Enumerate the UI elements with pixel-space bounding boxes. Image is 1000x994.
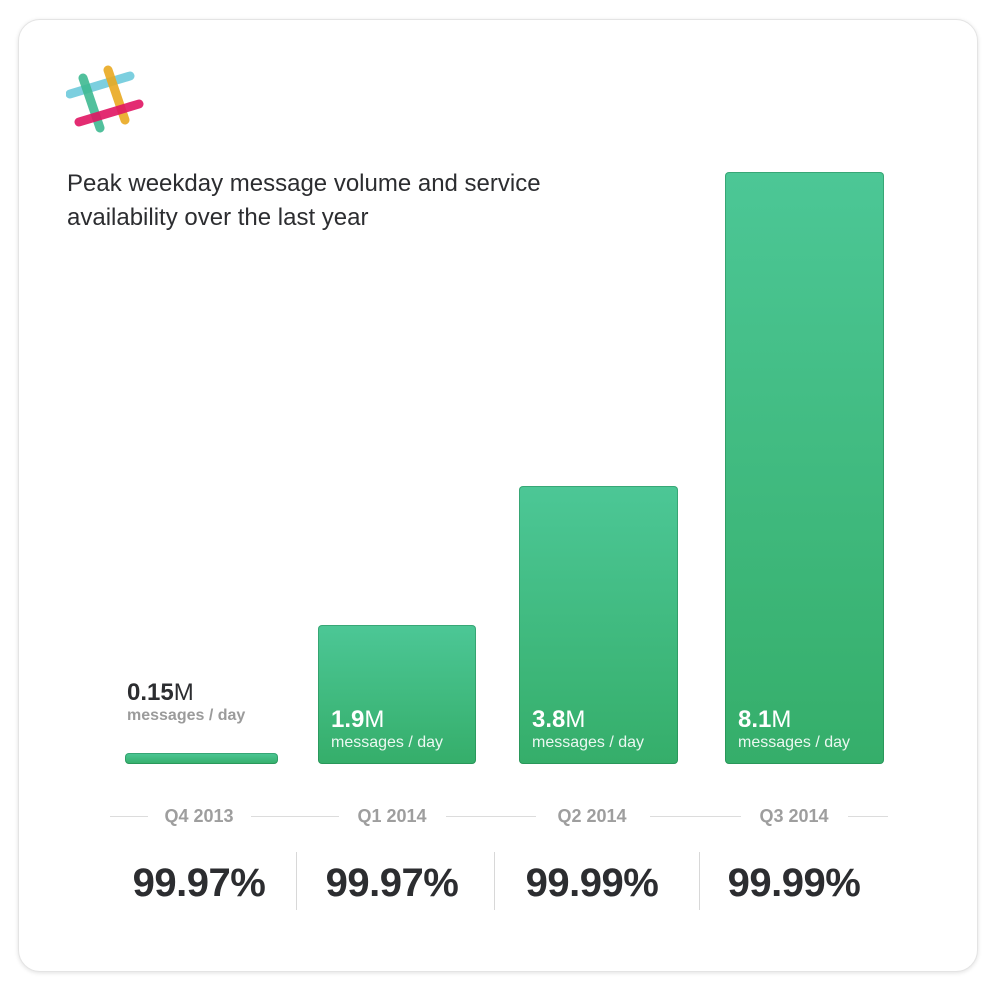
quarter-label: Q1 2014 xyxy=(357,806,427,826)
quarter-divider-line xyxy=(251,816,339,817)
availability-separator xyxy=(494,852,495,910)
bar-value-suffix: M xyxy=(364,706,385,733)
availability-separator xyxy=(699,852,700,910)
bar-value-label: 3.8M messages / day xyxy=(532,706,644,752)
bar-value: 0.15M xyxy=(127,679,245,707)
bar-q1-2014 xyxy=(318,625,476,764)
chart-title: Peak weekday message volume and service … xyxy=(67,170,541,231)
bar-value-number: 3.8 xyxy=(532,706,566,733)
logo-stroke-pink xyxy=(74,99,144,127)
bar-value: 3.8M xyxy=(532,706,644,734)
quarter-divider-line xyxy=(110,816,148,817)
bar-unit-caption: messages / day xyxy=(532,734,645,751)
bar-unit-caption: messages / day xyxy=(331,734,444,751)
availability-value: 99.97% xyxy=(325,861,459,905)
availability-value: 99.99% xyxy=(727,861,861,905)
quarter-divider-line xyxy=(650,816,741,817)
bar-q3-2014 xyxy=(725,172,884,764)
quarter-divider-line xyxy=(848,816,888,817)
logo-stroke-teal xyxy=(66,71,135,99)
availability-value: 99.97% xyxy=(132,861,266,905)
bar-value-label: 0.15M messages / day xyxy=(127,679,245,725)
bar-unit-caption: messages / day xyxy=(738,734,851,751)
bar-value-suffix: M xyxy=(565,706,586,733)
bar-value-number: 0.15 xyxy=(127,679,174,707)
bar-value: 8.1M xyxy=(738,706,850,734)
bar-value: 1.9M xyxy=(331,706,443,734)
bar-value-number: 1.9 xyxy=(331,706,365,733)
quarter-label: Q2 2014 xyxy=(557,806,627,826)
bar-q2-2014 xyxy=(519,486,678,764)
bar-q4-2013 xyxy=(125,753,278,764)
quarter-divider-line xyxy=(446,816,536,817)
slack-logo-icon xyxy=(66,65,144,133)
bar-value-number: 8.1 xyxy=(738,706,772,733)
quarter-label: Q4 2013 xyxy=(164,806,234,826)
quarter-label: Q3 2014 xyxy=(759,806,829,826)
availability-separator xyxy=(296,852,297,910)
bar-unit-caption: messages / day xyxy=(127,707,246,725)
bar-value-suffix: M xyxy=(771,706,792,733)
availability-value: 99.99% xyxy=(525,861,659,905)
bar-value-label: 8.1M messages / day xyxy=(738,706,850,752)
bar-value-label: 1.9M messages / day xyxy=(331,706,443,752)
bar-value-suffix: M xyxy=(173,679,194,707)
